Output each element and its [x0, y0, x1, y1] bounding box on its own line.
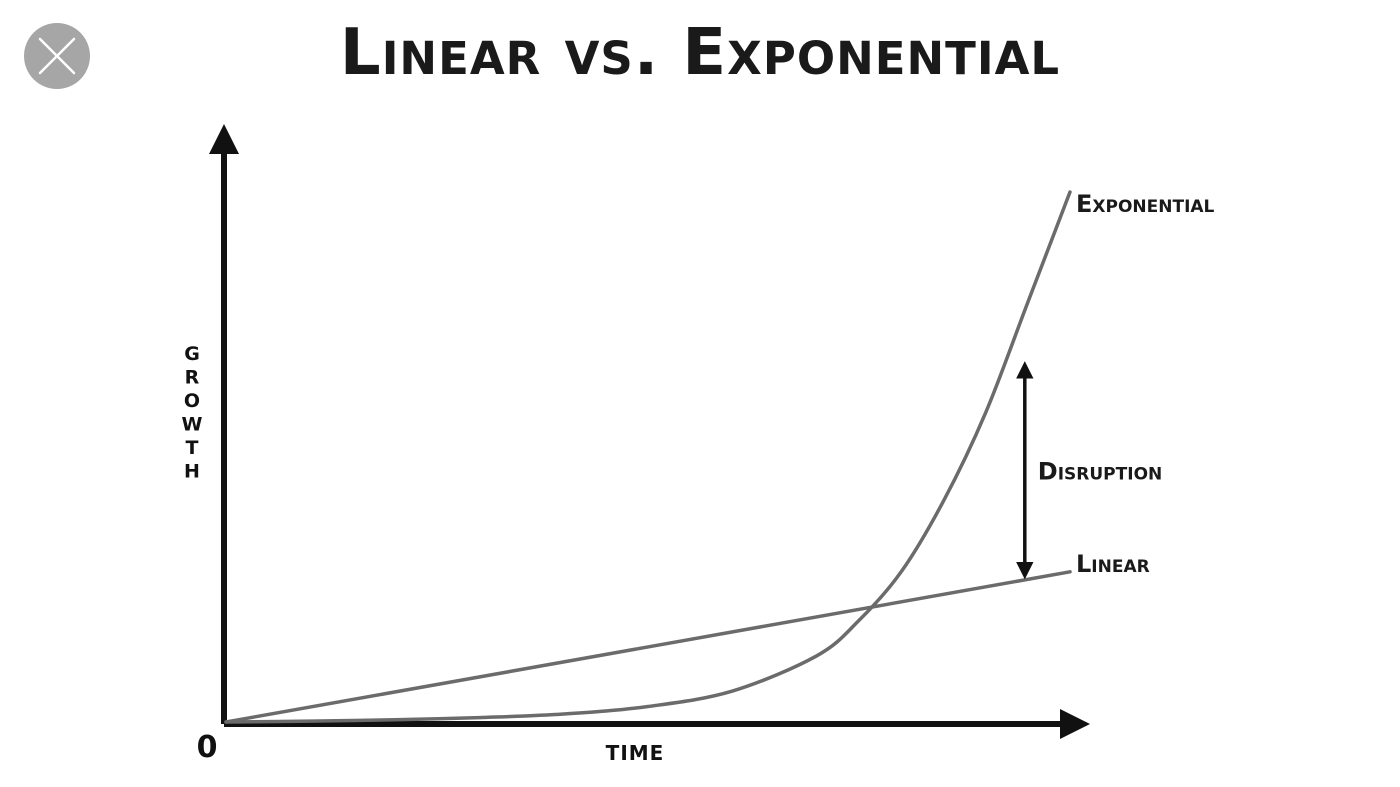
series-label-linear: Linear — [1076, 550, 1150, 578]
x-axis-label: TIME — [606, 741, 665, 765]
origin-label: 0 — [197, 730, 218, 765]
page-title: Linear vs. Exponential — [339, 16, 1061, 90]
annotation-label-disruption: Disruption — [1038, 457, 1162, 485]
y-axis-label-letter: R — [185, 367, 200, 389]
close-button[interactable] — [24, 23, 90, 89]
series-label-exponential: Exponential — [1076, 190, 1215, 218]
y-axis-label-letter: G — [184, 343, 200, 365]
series-line-exponential — [224, 190, 1072, 724]
y-axis-label-letter: H — [184, 461, 200, 483]
series-line-linear — [224, 570, 1072, 724]
y-axis-label-letter: T — [186, 437, 199, 459]
y-axis-label-letter: O — [184, 390, 200, 412]
close-icon — [24, 23, 90, 89]
y-axis-label-letter: W — [182, 414, 203, 436]
